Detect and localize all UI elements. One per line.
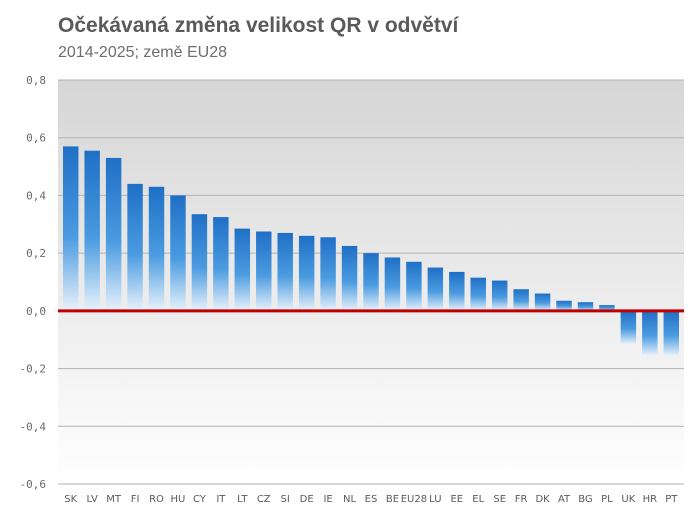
y-tick-label: -0,6 [20,478,47,491]
x-tick-label: SE [493,494,506,505]
x-tick-label: PT [665,494,678,505]
x-tick-label: EE [450,494,463,505]
x-tick-label: NL [343,494,356,505]
bar-ee [449,271,465,311]
x-tick-label: EL [472,494,484,505]
bar-lu [427,267,444,311]
x-tick-label: LT [237,494,248,505]
bar-pt [663,310,679,356]
x-tick-label: BG [578,494,592,505]
x-tick-label: DE [300,494,314,505]
x-tick-label: IT [216,494,226,505]
bars [63,146,679,356]
x-tick-label: FR [515,494,528,505]
bar-lv [84,150,100,311]
y-tick-label: 0,8 [26,74,46,87]
bar-cz [256,231,272,311]
y-tick-label: 0,6 [26,132,46,145]
chart-subtitle: 2014-2025; země EU28 [58,44,227,61]
x-tick-label: CY [193,494,207,505]
y-tick-label: 0,4 [26,189,46,202]
bar-ro [148,186,165,311]
x-tick-label: PL [601,494,613,505]
bar-fr [513,289,529,311]
x-tick-label: ES [365,494,378,505]
x-tick-label: EU28 [401,494,427,505]
bar-hu [170,195,186,311]
bar-pl [599,305,615,311]
bar-se [491,280,508,311]
x-tick-label: HU [171,494,186,505]
x-tick-label: RO [149,494,164,505]
x-tick-label: SI [281,494,290,505]
x-tick-label: LV [87,494,98,505]
x-tick-label: UK [621,494,635,505]
bar-sk [63,146,79,311]
y-tick-label: -0,2 [20,363,47,376]
x-tick-label: DK [535,494,550,505]
bar-it [213,217,229,311]
y-tick-label: 0,0 [26,305,46,318]
bar-nl [341,245,358,311]
x-tick-label: LU [429,494,441,505]
bar-ie [320,237,336,311]
bar-eu28 [406,261,422,311]
bar-dk [534,293,551,311]
bar-mt [105,157,122,311]
y-axis-ticks: 0,8 0,6 0,4 0,2 0,0 -0,2 -0,4 -0,6 [20,74,47,491]
bar-at [556,300,572,311]
y-tick-label: 0,2 [26,247,46,260]
x-tick-label: IE [323,494,332,505]
y-tick-label: -0,4 [20,420,47,433]
bar-fi [127,183,143,311]
x-tick-label: AT [558,494,571,505]
bar-cy [191,214,208,311]
bar-de [298,235,315,311]
bar-si [277,232,293,311]
x-tick-label: FI [131,494,140,505]
chart-title: Očekávaná změna velikost QR v odvětví [58,14,459,37]
bar-hr [642,310,658,356]
x-tick-label: SK [64,494,77,505]
x-tick-label: MT [106,494,122,505]
bar-uk [620,310,637,345]
x-tick-label: BE [386,494,399,505]
x-axis-labels: SK LV MT FI RO HU CY IT LT CZ SI DE IE NL ES BE EU28 LU EE… [64,494,678,505]
bar-es [363,253,379,311]
x-tick-label: CZ [257,494,271,505]
bar-bg [577,302,594,311]
bar-lt [234,228,251,311]
bar-be [384,257,401,311]
x-tick-label: HR [643,494,658,505]
bar-el [470,277,486,311]
